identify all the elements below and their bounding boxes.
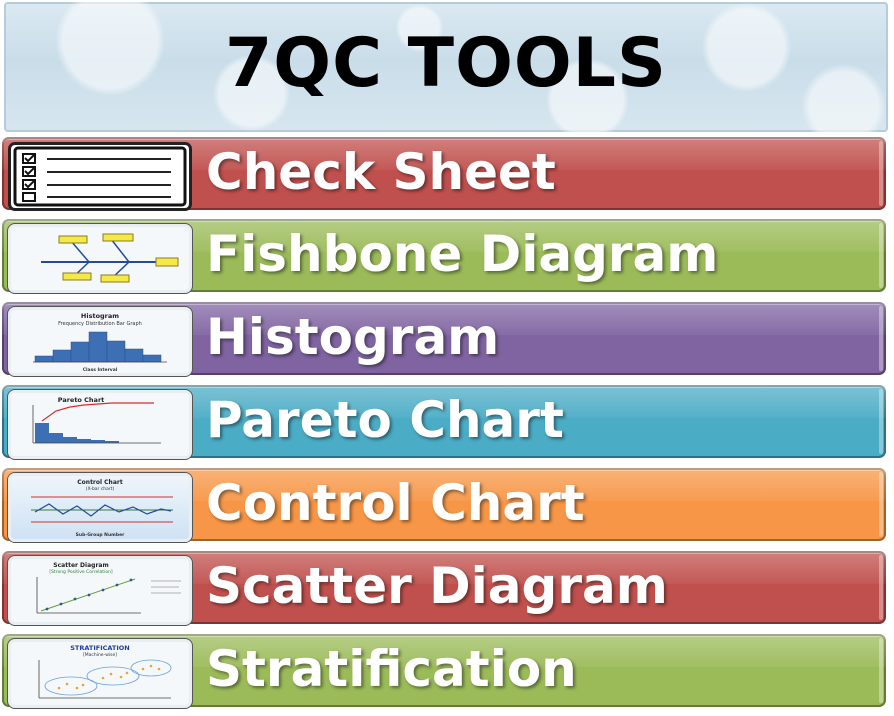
scatter-thumb-subtitle: [Strong Positive Correlation] (49, 569, 113, 575)
tool-row-control-chart: Control Chart (X-bar chart) Sub-Group Nu… (2, 468, 886, 542)
strat-thumb-title: STRATIFICATION (70, 644, 129, 652)
row-edge (879, 472, 883, 537)
strat-thumb-subtitle: [Machine-wise] (83, 652, 117, 658)
pareto-thumb-title: Pareto Chart (58, 396, 105, 404)
stratification-icon: STRATIFICATION [Machine-wise] (8, 639, 192, 708)
histogram-icon: Histogram Frequency Distribution Bar Gra… (8, 307, 192, 376)
tool-label: Check Sheet (206, 143, 556, 201)
pareto-chart-icon: Pareto Chart (8, 390, 192, 459)
tool-row-histogram: Histogram Frequency Distribution Bar Gra… (2, 302, 886, 376)
scatter-diagram-icon: Scatter Diagram [Strong Positive Correla… (8, 556, 192, 625)
histogram-thumb-title: Histogram (81, 312, 119, 320)
control-thumb-title: Control Chart (77, 479, 123, 486)
histogram-thumb-subtitle: Frequency Distribution Bar Graph (58, 321, 142, 327)
check-sheet-icon (8, 142, 192, 211)
tool-row-fishbone-diagram: Fishbone Diagram (2, 219, 886, 293)
scatter-thumb-title: Scatter Diagram (53, 562, 108, 569)
row-edge (879, 555, 883, 620)
tool-row-check-sheet: Check Sheet (2, 137, 886, 211)
tool-label: Histogram (206, 308, 500, 366)
histogram-thumb-xlabel: Class Interval (83, 367, 118, 373)
row-edge (879, 141, 883, 206)
row-edge (879, 389, 883, 454)
tool-row-scatter-diagram: Scatter Diagram [Strong Positive Correla… (2, 551, 886, 625)
row-edge (879, 306, 883, 371)
tool-row-stratification: STRATIFICATION [Machine-wise] Stratifica… (2, 634, 886, 708)
tool-row-pareto-chart: Pareto Chart Pareto Chart (2, 385, 886, 459)
fishbone-icon (8, 224, 192, 293)
row-edge (879, 638, 883, 703)
tool-label: Control Chart (206, 474, 585, 532)
control-thumb-subtitle: (X-bar chart) (86, 486, 115, 492)
title-banner: 7QC TOOLS (4, 2, 888, 132)
tool-label: Pareto Chart (206, 391, 564, 449)
tool-label: Fishbone Diagram (206, 225, 719, 283)
page-title: 7QC TOOLS (224, 24, 667, 103)
row-edge (879, 223, 883, 288)
tool-label: Scatter Diagram (206, 557, 668, 615)
tool-label: Stratification (206, 640, 577, 698)
control-chart-icon: Control Chart (X-bar chart) Sub-Group Nu… (8, 473, 192, 542)
frost-texture (4, 2, 888, 132)
control-thumb-xlabel: Sub-Group Number (76, 532, 125, 538)
